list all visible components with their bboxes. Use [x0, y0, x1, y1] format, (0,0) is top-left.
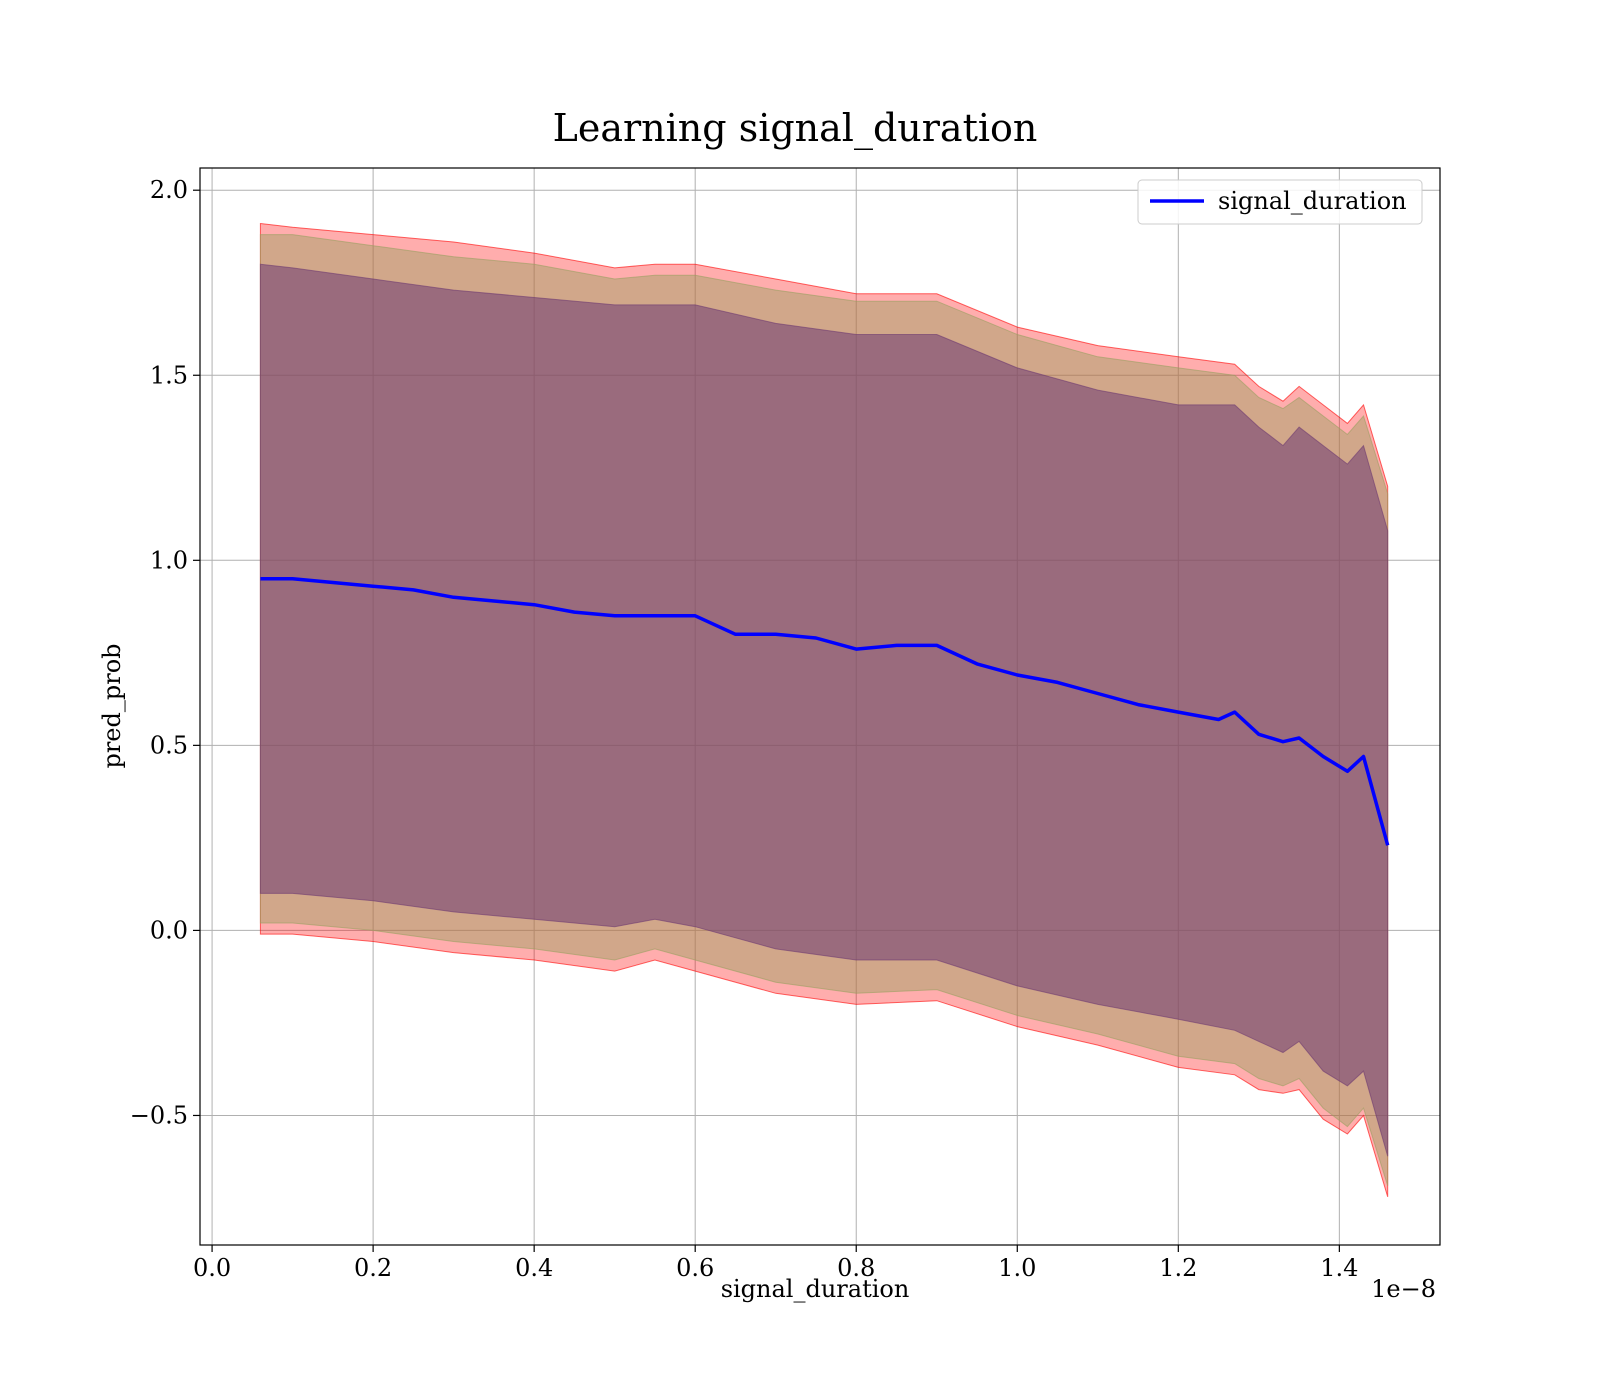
x-tick-label: 0.0 — [193, 1254, 231, 1282]
x-tick-label: 1.4 — [1320, 1254, 1358, 1282]
axis-ticks: 0.0 0.2 0.4 0.6 0.8 1.0 1.2 1.4 −0.5 0.0 0.5 1.0 1.5… — [130, 176, 1359, 1282]
series-lines — [260, 577, 1390, 846]
y-tick-label: 1.5 — [150, 361, 188, 389]
legend-box — [1137, 179, 1423, 225]
x-tick-label: 1.0 — [998, 1254, 1036, 1282]
chart-title: Learning signal_duration — [553, 106, 1038, 151]
y-tick-label: 0.0 — [150, 916, 188, 944]
y-tick-label: 1.0 — [150, 546, 188, 574]
y-tick-label: 0.5 — [150, 731, 188, 759]
series-line — [260, 577, 1390, 846]
x-axis-label: signal_duration — [721, 1275, 910, 1303]
y-tick-label: 2.0 — [150, 176, 188, 204]
legend: signal_duration — [1137, 179, 1423, 225]
y-axis-label: pred_prob — [98, 643, 126, 768]
x-axis-offset-label: 1e−8 — [1371, 1275, 1436, 1303]
x-tick-label: 0.4 — [515, 1254, 553, 1282]
x-tick-label: 0.8 — [837, 1254, 875, 1282]
band-inner — [259, 263, 1389, 1157]
x-tick-label: 0.6 — [676, 1254, 714, 1282]
x-tick-label: 0.2 — [354, 1254, 392, 1282]
y-tick-label: −0.5 — [130, 1101, 188, 1129]
legend-label: signal_duration — [1218, 187, 1407, 215]
x-tick-label: 1.2 — [1159, 1254, 1197, 1282]
plot-frame — [199, 167, 1441, 1246]
confidence-bands — [259, 222, 1389, 1198]
